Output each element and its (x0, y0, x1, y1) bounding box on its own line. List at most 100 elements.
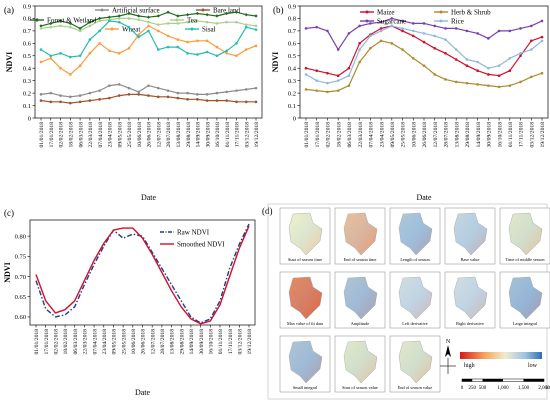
map-shading (344, 213, 377, 255)
legend-marker (201, 8, 205, 12)
data-point (215, 99, 219, 102)
x-tick-label: 10/06/2018 (131, 329, 137, 355)
data-point (215, 45, 219, 49)
data-point (49, 100, 53, 104)
data-point (195, 11, 200, 16)
x-tick-label: 17/11/2018 (228, 329, 234, 354)
data-point (108, 84, 111, 87)
data-point (147, 84, 150, 87)
data-point (422, 64, 426, 68)
x-tick-label: 30/09/2018 (487, 122, 493, 148)
y-tick-label: 0.4 (288, 66, 297, 73)
x-tick-label: 29/08/2018 (179, 329, 185, 355)
data-point (476, 32, 479, 35)
data-point (127, 25, 131, 29)
data-point (497, 85, 501, 89)
y-axis-title: NDVI (3, 262, 12, 282)
legend-marker (190, 27, 194, 31)
data-point (358, 48, 361, 51)
data-point (117, 94, 121, 97)
data-point (358, 60, 361, 64)
scale-label: 0 (461, 386, 464, 391)
y-tick-label: 0.3 (288, 78, 296, 85)
map-tile: Time of middle season (499, 207, 550, 265)
data-point (244, 100, 248, 104)
x-tick-label: 29/08/2018 (465, 122, 471, 148)
x-tick-label: 03/12/2018 (244, 122, 250, 148)
y-tick-label: 0.3 (23, 78, 31, 85)
data-point (529, 75, 533, 79)
data-point (304, 27, 308, 30)
x-tick-label: 09/05/2018 (390, 122, 396, 148)
data-point (78, 94, 82, 97)
data-point (529, 24, 533, 28)
data-point (347, 32, 351, 35)
data-point (137, 33, 141, 36)
data-point (176, 91, 180, 95)
x-tick-label: 03/12/2018 (529, 122, 535, 148)
x-tick-label: 28/07/2018 (444, 122, 450, 148)
chart-b: 0 0.1 0.2 0.3 0.4 0.5 0.6 0.7 0.8 0.9 01/01/2018 17… (271, 3, 549, 202)
data-point (215, 54, 219, 58)
x-tick-label: 25/05/2018 (401, 122, 407, 148)
map-tile-caption: Time of middle season (505, 257, 545, 262)
data-point (433, 47, 437, 50)
data-point (379, 29, 383, 33)
data-point (422, 22, 426, 25)
data-point (379, 39, 383, 43)
data-point (59, 51, 62, 55)
data-point (69, 73, 72, 76)
map-shading (289, 213, 322, 255)
data-point (476, 83, 479, 86)
x-tick-label: 06/03/2018 (78, 122, 84, 148)
data-point (540, 39, 544, 43)
x-tick-label: 23/04/2018 (108, 122, 114, 148)
map-tile: Length of season (389, 207, 441, 265)
data-point (497, 74, 501, 77)
map-tile-caption: Amplitude (351, 321, 369, 326)
data-point (117, 51, 121, 55)
x-tick-label: 14/09/2018 (196, 122, 202, 148)
y-tick-label: 0.6 (23, 41, 32, 48)
data-point (390, 17, 394, 20)
data-point (88, 99, 92, 102)
data-point (519, 54, 522, 58)
data-point (444, 78, 447, 81)
x-tick-label: 25/05/2018 (121, 329, 127, 355)
data-point (235, 100, 238, 104)
data-point (127, 47, 131, 50)
panel-label-a: (a) (4, 5, 14, 15)
data-point (315, 89, 319, 92)
data-point (369, 34, 372, 38)
scale-bar-segment (482, 379, 503, 382)
data-point (465, 64, 469, 68)
data-point (205, 20, 209, 24)
data-point (127, 86, 131, 90)
x-axis-title: Date (141, 193, 157, 202)
map-shading (289, 277, 322, 319)
data-point (326, 29, 329, 33)
map-tile: Max value of fit data (279, 271, 331, 329)
chart-c: 0.60 0.65 0.70 0.75 0.80 01/01/2018 17/01/2018… (3, 219, 256, 397)
data-point (108, 19, 111, 23)
data-point (411, 29, 415, 33)
data-point (117, 17, 121, 20)
y-tick-label: 0.5 (23, 53, 31, 60)
x-tick-label: 17/01/2018 (315, 122, 321, 148)
data-point (117, 83, 121, 86)
y-tick-label: 0.4 (23, 66, 32, 73)
data-point (444, 38, 447, 41)
x-tick-label: 26/06/2018 (141, 329, 147, 355)
x-tick-label: 16/10/2018 (208, 329, 214, 355)
x-tick-label: 12/07/2018 (150, 329, 156, 355)
data-point (166, 45, 170, 49)
data-point (411, 22, 415, 25)
map-shading (509, 277, 542, 319)
map-tile: End of season time (334, 207, 386, 265)
data-point (508, 56, 512, 60)
legend-marker (365, 19, 369, 23)
data-point (244, 13, 248, 17)
data-point (98, 29, 101, 33)
data-point (205, 50, 209, 54)
x-tick-label: 30/09/2018 (199, 329, 205, 355)
